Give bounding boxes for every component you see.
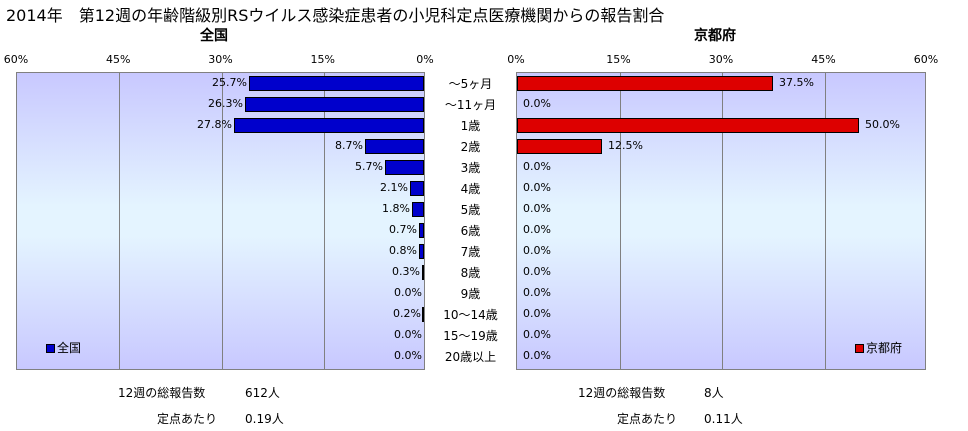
national-gridline xyxy=(119,73,120,369)
national-value-label: 0.0% xyxy=(394,349,422,362)
category-label: 10～14歳 xyxy=(443,308,498,322)
kyoto-value-label: 0.0% xyxy=(523,307,551,320)
category-label: 7歳 xyxy=(460,245,481,259)
kyoto-total-label: 12週の総報告数 xyxy=(578,386,666,400)
kyoto-gridline xyxy=(825,73,826,369)
national-bar xyxy=(245,97,424,112)
category-label: ～5ヶ月 xyxy=(448,77,493,91)
national-value-label: 0.3% xyxy=(392,265,420,278)
kyoto-value-label: 0.0% xyxy=(523,286,551,299)
national-bar xyxy=(410,181,424,196)
kyoto-tick-label: 0% xyxy=(507,53,525,66)
category-label: ～11ヶ月 xyxy=(444,98,497,112)
national-bar xyxy=(419,223,424,238)
national-value-label: 2.1% xyxy=(380,181,408,194)
category-label: 4歳 xyxy=(460,182,481,196)
kyoto-tick-label: 45% xyxy=(811,53,836,66)
national-value-label: 0.0% xyxy=(394,328,422,341)
national-value-label: 25.7% xyxy=(212,76,247,89)
kyoto-legend-swatch xyxy=(855,344,864,353)
kyoto-bar xyxy=(517,76,773,91)
category-label: 1歳 xyxy=(460,119,481,133)
kyoto-value-label: 0.0% xyxy=(523,181,551,194)
kyoto-value-label: 0.0% xyxy=(523,160,551,173)
kyoto-value-label: 37.5% xyxy=(779,76,814,89)
national-tick-label: 60% xyxy=(3,53,29,66)
national-per-site-label: 定点あたり xyxy=(157,412,218,426)
kyoto-value-label: 50.0% xyxy=(865,118,900,131)
kyoto-panel-title: 京都府 xyxy=(694,28,736,44)
national-tick-label: 45% xyxy=(106,53,131,66)
category-label: 3歳 xyxy=(460,161,481,175)
kyoto-tick-label: 30% xyxy=(708,53,734,66)
national-value-label: 27.8% xyxy=(197,118,232,131)
kyoto-value-label: 0.0% xyxy=(523,265,551,278)
kyoto-value-label: 12.5% xyxy=(608,139,643,152)
kyoto-value-label: 0.0% xyxy=(523,328,551,341)
national-plot-area xyxy=(16,72,425,370)
kyoto-legend-label: 京都府 xyxy=(866,341,903,355)
kyoto-tick-label: 60% xyxy=(913,53,939,66)
national-tick-label: 15% xyxy=(310,53,335,66)
national-legend-swatch xyxy=(46,344,55,353)
national-per-site-value: 0.19人 xyxy=(245,412,284,426)
kyoto-value-label: 0.0% xyxy=(523,97,551,110)
national-value-label: 5.7% xyxy=(355,160,383,173)
national-bar xyxy=(249,76,424,91)
kyoto-tick-label: 15% xyxy=(606,53,631,66)
national-bar xyxy=(422,265,424,280)
category-label: 5歳 xyxy=(460,203,481,217)
national-value-label: 0.2% xyxy=(393,307,421,320)
kyoto-value-label: 0.0% xyxy=(523,349,551,362)
national-gridline xyxy=(222,73,223,369)
national-total-label: 12週の総報告数 xyxy=(118,386,206,400)
national-bar xyxy=(419,244,424,259)
kyoto-per-site-value: 0.11人 xyxy=(704,412,743,426)
national-value-label: 1.8% xyxy=(382,202,410,215)
chart-title: 2014年 第12週の年齢階級別RSウイルス感染症患者の小児科定点医療機関からの… xyxy=(6,6,665,25)
kyoto-bar xyxy=(517,139,602,154)
national-total-value: 612人 xyxy=(245,386,280,400)
national-bar xyxy=(422,307,424,322)
national-legend-label: 全国 xyxy=(57,341,82,355)
national-bar xyxy=(234,118,424,133)
kyoto-bar xyxy=(517,118,859,133)
national-value-label: 0.7% xyxy=(389,223,417,236)
national-legend: 全国 xyxy=(46,339,81,356)
national-panel-title: 全国 xyxy=(200,28,228,44)
national-value-label: 26.3% xyxy=(208,97,243,110)
category-label: 9歳 xyxy=(460,287,481,301)
category-label: 15～19歳 xyxy=(443,329,498,343)
kyoto-total-value: 8人 xyxy=(704,386,724,400)
kyoto-per-site-label: 定点あたり xyxy=(617,412,678,426)
national-tick-label: 0% xyxy=(416,53,434,66)
kyoto-legend: 京都府 xyxy=(855,339,902,356)
national-bar xyxy=(412,202,424,217)
national-value-label: 0.8% xyxy=(389,244,417,257)
kyoto-plot-area xyxy=(516,72,926,370)
kyoto-gridline xyxy=(722,73,723,369)
category-label: 6歳 xyxy=(460,224,481,238)
category-label: 2歳 xyxy=(460,140,481,154)
kyoto-value-label: 0.0% xyxy=(523,202,551,215)
national-value-label: 0.0% xyxy=(394,286,422,299)
national-tick-label: 30% xyxy=(208,53,233,66)
kyoto-value-label: 0.0% xyxy=(523,223,551,236)
kyoto-gridline xyxy=(620,73,621,369)
kyoto-value-label: 0.0% xyxy=(523,244,551,257)
national-bar xyxy=(365,139,424,154)
category-label: 20歳以上 xyxy=(444,350,497,364)
national-value-label: 8.7% xyxy=(335,139,363,152)
category-label: 8歳 xyxy=(460,266,481,280)
national-bar xyxy=(385,160,424,175)
national-gridline xyxy=(324,73,325,369)
